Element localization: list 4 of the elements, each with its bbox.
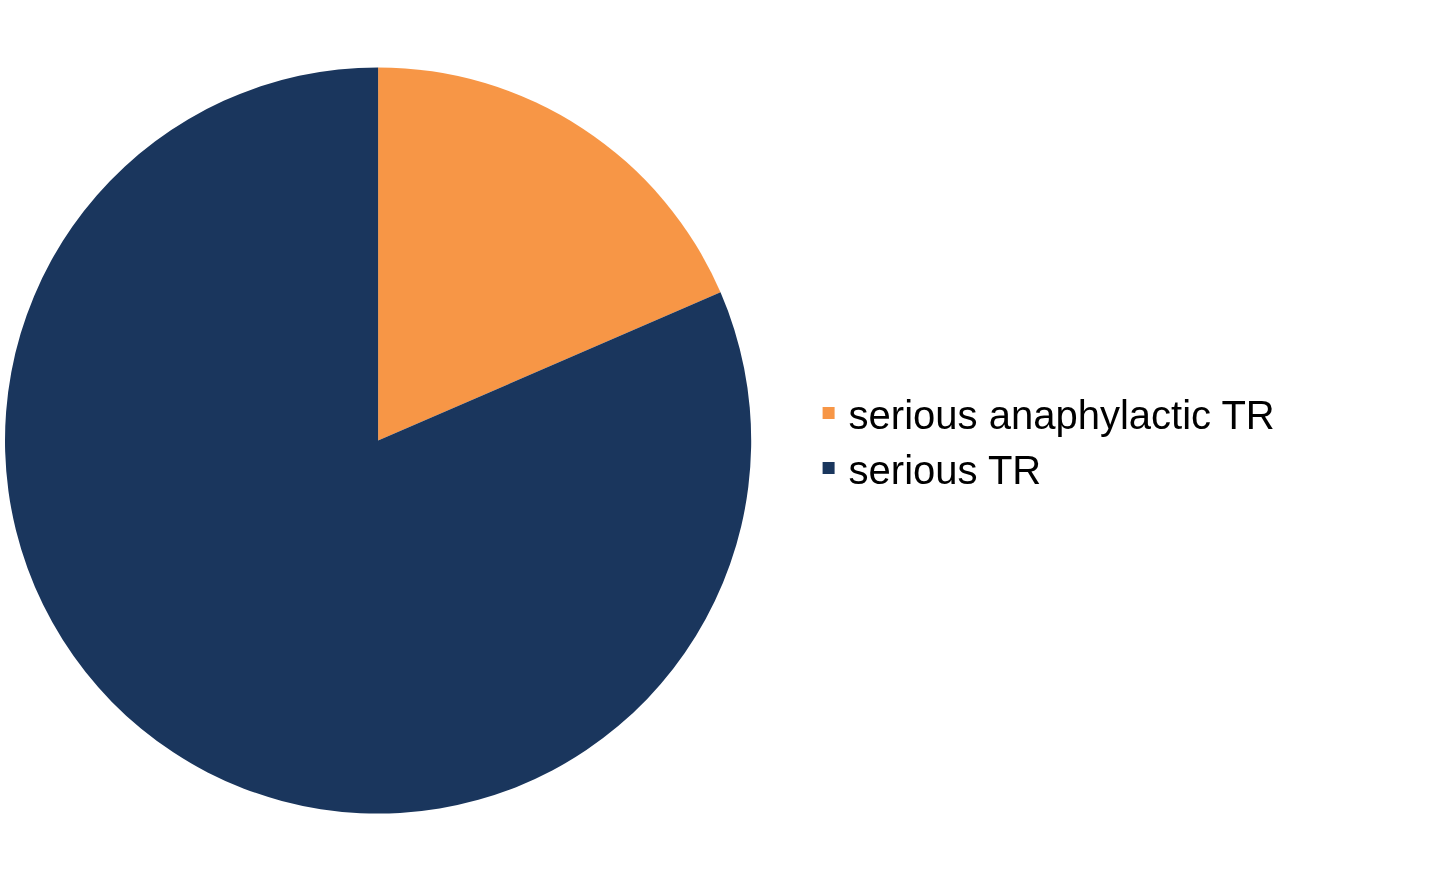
pie-slice	[378, 67, 721, 441]
pie-slice	[5, 67, 752, 813]
legend-label: serious TR	[848, 447, 1042, 492]
legend-label: serious anaphylactic TR	[848, 392, 1275, 437]
